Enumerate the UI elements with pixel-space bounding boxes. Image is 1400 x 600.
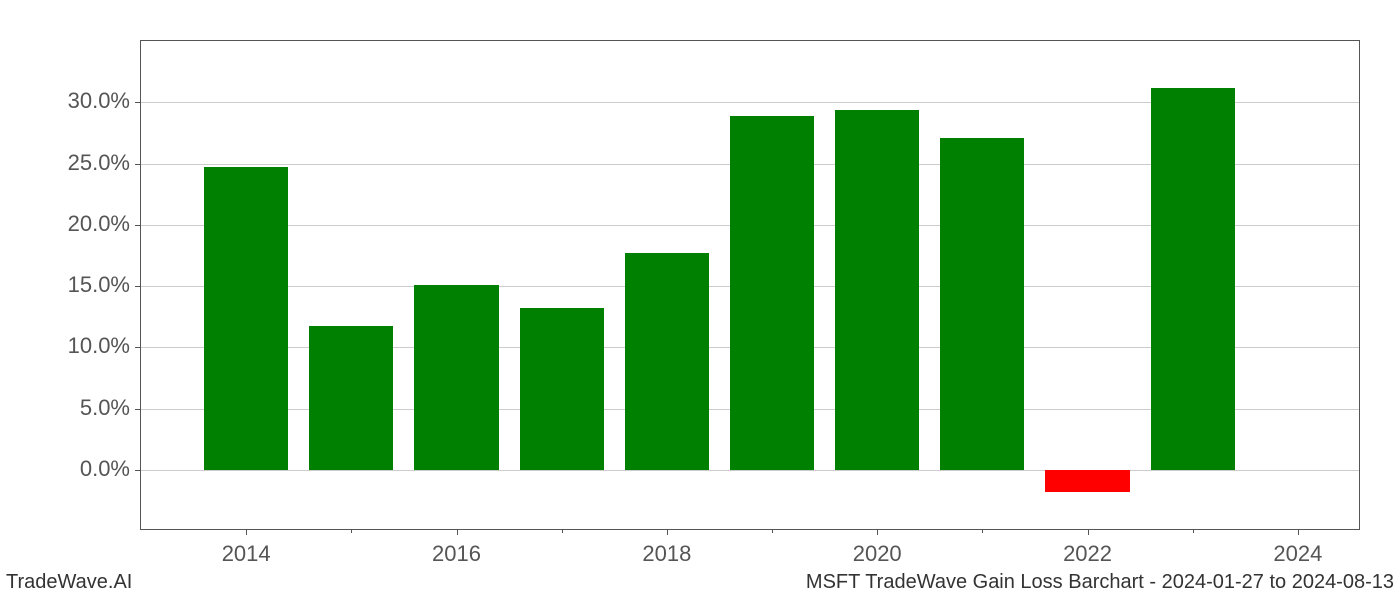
bar <box>835 110 919 470</box>
y-axis-label: 10.0% <box>30 333 130 359</box>
y-tick-mark <box>135 470 141 471</box>
bar <box>1151 88 1235 470</box>
x-axis-label: 2020 <box>853 541 902 567</box>
chart-container: 201420162018202020222024 <box>140 40 1360 530</box>
bar <box>730 116 814 470</box>
footer-left-text: TradeWave.AI <box>6 571 132 594</box>
x-tick-mark <box>246 529 247 535</box>
x-minor-tick <box>351 529 352 533</box>
x-minor-tick <box>772 529 773 533</box>
y-tick-mark <box>135 286 141 287</box>
y-axis-label: 20.0% <box>30 211 130 237</box>
y-tick-mark <box>135 102 141 103</box>
x-tick-mark <box>1298 529 1299 535</box>
x-minor-tick <box>1193 529 1194 533</box>
bar <box>1045 470 1129 492</box>
x-tick-mark <box>457 529 458 535</box>
x-tick-mark <box>667 529 668 535</box>
y-tick-mark <box>135 347 141 348</box>
x-tick-mark <box>877 529 878 535</box>
x-axis-label: 2018 <box>642 541 691 567</box>
bar <box>520 308 604 470</box>
bar <box>204 167 288 470</box>
bar <box>414 285 498 470</box>
y-axis-label: 5.0% <box>30 395 130 421</box>
y-axis-label: 15.0% <box>30 272 130 298</box>
bar <box>940 138 1024 470</box>
x-axis-label: 2014 <box>222 541 271 567</box>
bar <box>625 253 709 470</box>
y-tick-mark <box>135 409 141 410</box>
y-axis-label: 0.0% <box>30 456 130 482</box>
plot-area: 201420162018202020222024 <box>140 40 1360 530</box>
x-tick-mark <box>1088 529 1089 535</box>
x-axis-label: 2022 <box>1063 541 1112 567</box>
x-minor-tick <box>982 529 983 533</box>
footer-right-text: MSFT TradeWave Gain Loss Barchart - 2024… <box>806 571 1394 594</box>
y-axis-label: 25.0% <box>30 150 130 176</box>
x-axis-label: 2016 <box>432 541 481 567</box>
x-minor-tick <box>562 529 563 533</box>
y-axis-label: 30.0% <box>30 88 130 114</box>
gridline <box>141 470 1359 471</box>
y-tick-mark <box>135 164 141 165</box>
bar <box>309 326 393 469</box>
y-tick-mark <box>135 225 141 226</box>
x-axis-label: 2024 <box>1273 541 1322 567</box>
